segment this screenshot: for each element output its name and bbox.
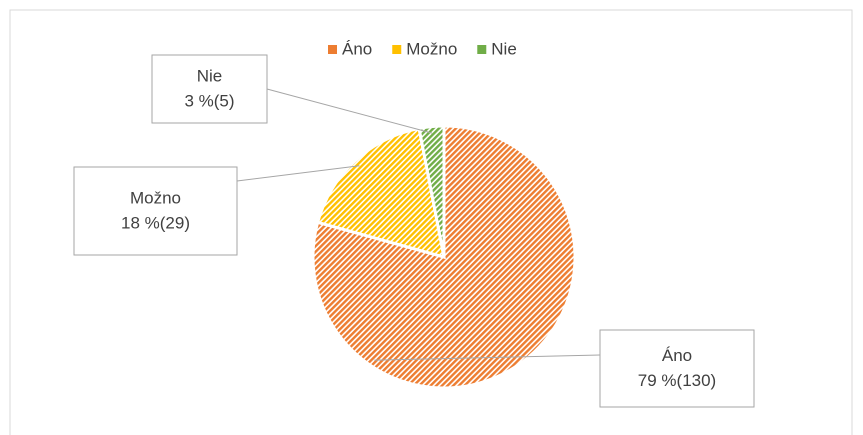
legend-label: Nie (491, 39, 517, 58)
leader-line (236, 165, 360, 182)
legend-label: Možno (406, 39, 457, 58)
leader-line (374, 354, 601, 361)
legend-swatch (477, 45, 487, 54)
data-label: 79 %(130) (638, 371, 716, 390)
pie-slice (315, 126, 446, 260)
pie-slice (417, 124, 446, 258)
label-box (599, 329, 755, 408)
label-box (73, 166, 238, 256)
leader-line (266, 88, 433, 134)
legend-swatch (392, 45, 402, 54)
label-category: Možno (130, 188, 181, 207)
data-label: 18 %(29) (121, 213, 190, 232)
legend-label: Áno (342, 39, 372, 58)
legend-swatch (328, 45, 337, 54)
label-category: Áno (662, 346, 692, 365)
data-label: 3 %(5) (184, 91, 234, 110)
label-category: Nie (197, 66, 223, 85)
label-box (151, 54, 268, 124)
